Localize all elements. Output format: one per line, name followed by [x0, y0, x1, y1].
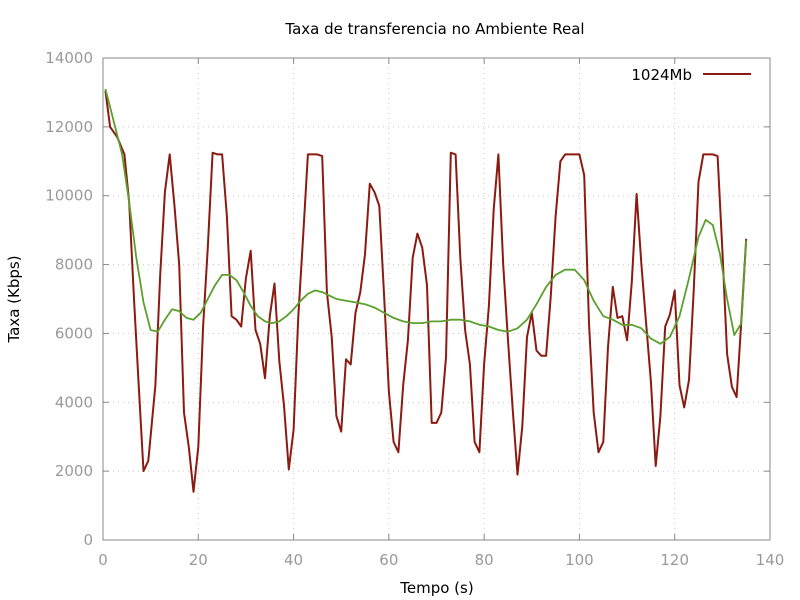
x-tick-label: 20	[189, 551, 208, 569]
y-tick-label: 0	[83, 531, 93, 549]
chart-title: Taxa de transferencia no Ambiente Real	[284, 20, 584, 38]
grid	[103, 58, 770, 540]
legend-label: 1024Mb	[631, 66, 692, 84]
y-tick-label: 4000	[55, 393, 93, 411]
x-axis-label: Tempo (s)	[399, 579, 473, 597]
x-tick-label: 100	[565, 551, 594, 569]
x-tick-label: 140	[756, 551, 785, 569]
y-tick-label: 8000	[55, 256, 93, 274]
x-tick-label: 0	[98, 551, 108, 569]
axis-ticks: 0 2000 4000 6000 8000 10000 12000 14000 0 20 40 60 8…	[45, 49, 784, 569]
series-lines	[104, 88, 748, 493]
x-tick-label: 60	[379, 551, 398, 569]
smoothed-trend-line	[104, 88, 748, 345]
x-tick-label: 80	[475, 551, 494, 569]
y-tick-label: 10000	[45, 187, 93, 205]
y-tick-label: 2000	[55, 462, 93, 480]
x-tick-label: 40	[284, 551, 303, 569]
legend: 1024Mb	[631, 66, 751, 84]
y-tick-label: 14000	[45, 49, 93, 67]
plot-frame	[102, 57, 771, 541]
y-tick-label: 12000	[45, 118, 93, 136]
series-line-1024mb	[104, 90, 748, 493]
y-axis-label: Taxa (Kbps)	[5, 255, 23, 343]
x-tick-label: 120	[660, 551, 689, 569]
y-tick-label: 6000	[55, 324, 93, 342]
